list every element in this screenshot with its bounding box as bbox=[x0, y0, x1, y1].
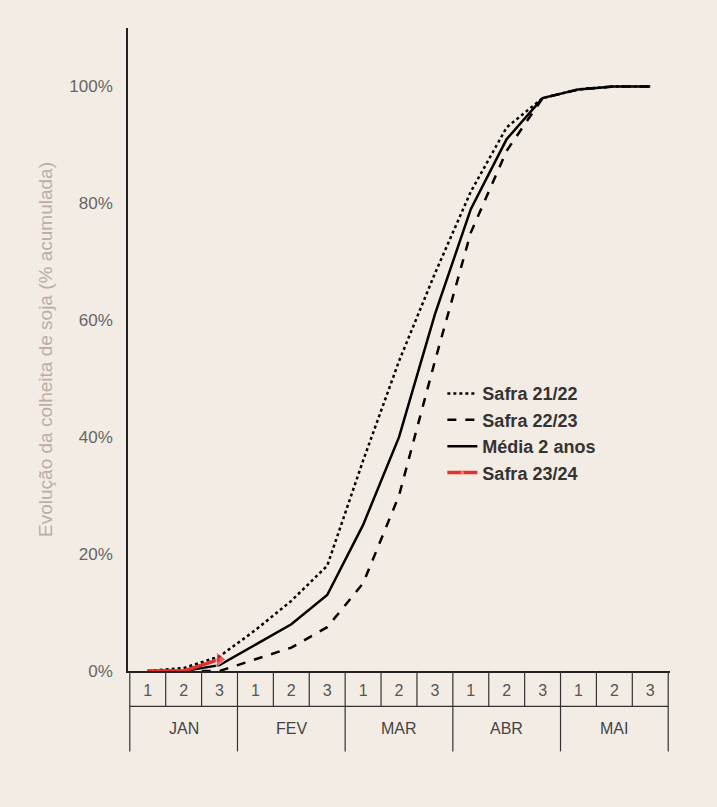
svg-text:1: 1 bbox=[359, 682, 368, 699]
svg-text:MAI: MAI bbox=[600, 720, 628, 737]
svg-text:MAR: MAR bbox=[381, 720, 417, 737]
svg-text:1: 1 bbox=[143, 682, 152, 699]
svg-text:2: 2 bbox=[179, 682, 188, 699]
svg-text:3: 3 bbox=[538, 682, 547, 699]
svg-text:3: 3 bbox=[215, 682, 224, 699]
svg-text:FEV: FEV bbox=[276, 720, 307, 737]
svg-text:1: 1 bbox=[574, 682, 583, 699]
svg-text:3: 3 bbox=[646, 682, 655, 699]
svg-text:Média 2 anos: Média 2 anos bbox=[482, 437, 595, 457]
svg-text:Safra 23/24: Safra 23/24 bbox=[482, 464, 577, 484]
svg-text:1: 1 bbox=[251, 682, 260, 699]
svg-text:Safra 21/22: Safra 21/22 bbox=[482, 384, 577, 404]
svg-text:40%: 40% bbox=[79, 428, 113, 447]
svg-text:3: 3 bbox=[430, 682, 439, 699]
svg-text:2: 2 bbox=[502, 682, 511, 699]
svg-text:60%: 60% bbox=[79, 311, 113, 330]
svg-text:ABR: ABR bbox=[490, 720, 523, 737]
svg-text:100%: 100% bbox=[69, 77, 112, 96]
svg-text:2: 2 bbox=[395, 682, 404, 699]
svg-text:0%: 0% bbox=[88, 662, 113, 681]
svg-text:80%: 80% bbox=[79, 194, 113, 213]
svg-text:1: 1 bbox=[466, 682, 475, 699]
svg-text:2: 2 bbox=[610, 682, 619, 699]
svg-text:JAN: JAN bbox=[169, 720, 199, 737]
svg-text:20%: 20% bbox=[79, 545, 113, 564]
svg-text:3: 3 bbox=[323, 682, 332, 699]
svg-text:Safra 22/23: Safra 22/23 bbox=[482, 411, 577, 431]
svg-text:Evolução da colheita de soja (: Evolução da colheita de soja (% acumulad… bbox=[35, 162, 56, 537]
svg-text:2: 2 bbox=[287, 682, 296, 699]
